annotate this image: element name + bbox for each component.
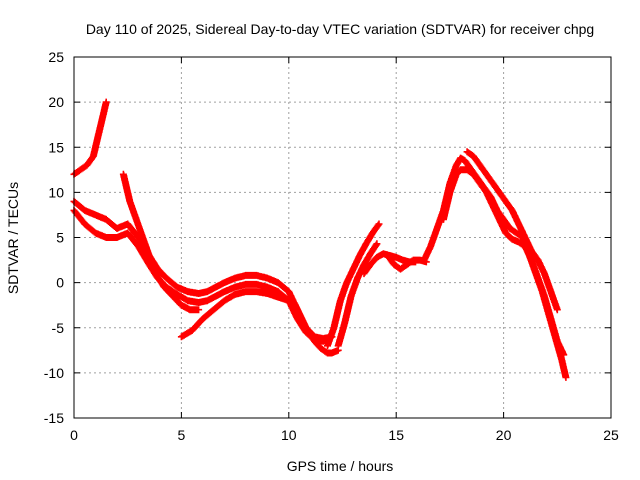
y-tick-label: 5 xyxy=(56,230,64,246)
series-track-f xyxy=(291,301,342,357)
x-axis-title: GPS time / hours xyxy=(287,458,394,474)
series-track-g xyxy=(324,220,383,350)
series-markers xyxy=(70,98,110,178)
series-markers xyxy=(384,252,430,273)
x-tick-label: 10 xyxy=(281,427,297,443)
x-tick-label: 0 xyxy=(70,427,78,443)
x-tick-label: 25 xyxy=(603,427,619,443)
series-markers xyxy=(70,206,336,345)
series-markers xyxy=(440,166,568,359)
series-markers xyxy=(177,288,299,341)
y-tick-label: 10 xyxy=(48,184,64,200)
series-markers xyxy=(119,170,203,314)
series-track-h xyxy=(334,240,381,350)
chart-title: Day 110 of 2025, Sidereal Day-to-day VTE… xyxy=(86,21,594,37)
x-tick-label: 5 xyxy=(178,427,186,443)
series-track-a xyxy=(70,98,110,178)
series-track-m xyxy=(463,148,561,314)
series-markers xyxy=(334,240,381,350)
series-markers xyxy=(291,301,342,357)
x-tick-label: 15 xyxy=(388,427,404,443)
y-tick-label: 15 xyxy=(48,139,64,155)
y-tick-label: 25 xyxy=(48,49,64,65)
series-track-c xyxy=(70,206,336,345)
x-tick-label: 20 xyxy=(496,427,512,443)
series-track-j xyxy=(384,252,430,273)
y-tick-label: -15 xyxy=(44,410,64,426)
y-tick-label: 0 xyxy=(56,275,64,291)
series-markers xyxy=(463,148,561,314)
series-markers xyxy=(324,220,383,350)
series-track-d xyxy=(119,170,203,314)
grid xyxy=(74,57,611,418)
y-axis-title: SDTVAR / TECUs xyxy=(5,182,21,294)
y-tick-label: -10 xyxy=(44,365,64,381)
series-track-e xyxy=(177,288,299,341)
y-tick-label: -5 xyxy=(52,320,65,336)
y-tick-label: 20 xyxy=(48,94,64,110)
axes: 0 5 10 15 20 25 -15 -10 -5 0 5 10 15 20 25 xyxy=(44,49,619,443)
series-layer xyxy=(70,98,570,381)
series-track-l xyxy=(440,166,568,359)
